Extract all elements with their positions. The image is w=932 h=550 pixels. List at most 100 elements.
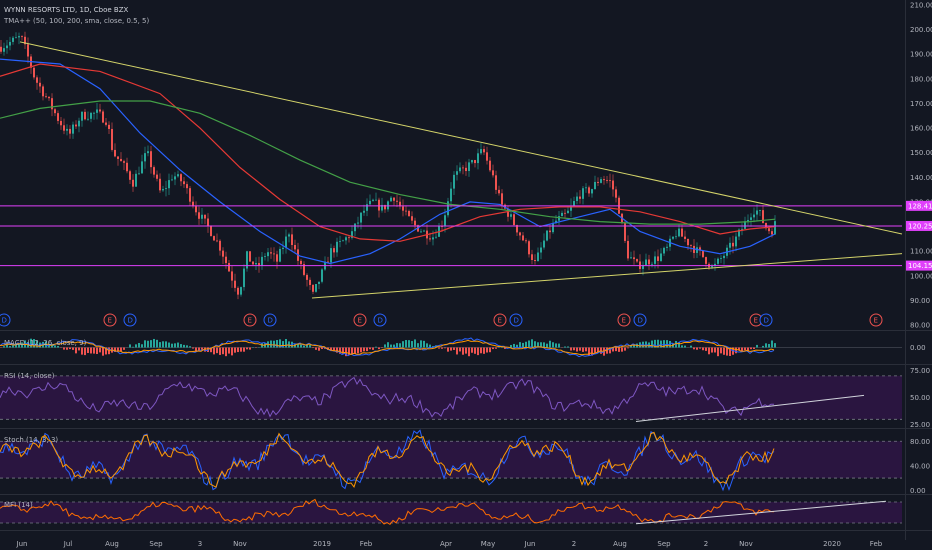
candle-body <box>483 149 485 153</box>
macd-histogram-bar <box>399 343 401 348</box>
candle-body <box>180 174 182 182</box>
macd-histogram-bar <box>477 347 479 356</box>
macd-histogram-bar <box>390 344 392 348</box>
trendline <box>19 41 903 235</box>
macd-histogram-bar <box>573 347 575 351</box>
macd-histogram-bar <box>570 347 572 351</box>
candle-body <box>69 128 71 134</box>
macd-line <box>0 337 775 358</box>
time-tick-label: 3 <box>198 540 202 548</box>
macd-histogram-bar <box>282 341 284 348</box>
macd-histogram-bar <box>459 347 461 352</box>
candle-body <box>282 247 284 249</box>
macd-histogram-bar <box>381 347 383 349</box>
macd-histogram-bar <box>456 347 458 355</box>
macd-histogram-bar <box>543 342 545 348</box>
candle-body <box>279 248 281 262</box>
macd-histogram-bar <box>171 343 173 348</box>
candle-body <box>372 199 374 201</box>
candle-body <box>612 180 614 190</box>
macd-histogram-bar <box>219 347 221 355</box>
candle-body <box>750 217 752 220</box>
candle-body <box>645 259 647 266</box>
macd-histogram-bar <box>504 347 506 349</box>
level-price-tag <box>906 220 932 231</box>
level-price-tag <box>906 200 932 211</box>
candle-body <box>561 212 563 217</box>
candle-body <box>39 82 41 87</box>
mfi-band-fill <box>0 502 902 523</box>
macd-histogram-bar <box>189 346 191 348</box>
macd-histogram-bar <box>474 347 476 354</box>
candle-body <box>414 220 416 226</box>
candle-body <box>225 256 227 264</box>
candle-body <box>723 255 725 259</box>
macd-histogram-bar <box>663 340 665 348</box>
macd-histogram-bar <box>342 347 344 354</box>
event-marker-label: D <box>268 317 273 325</box>
candle-body <box>369 200 371 205</box>
macd-histogram-bar <box>210 347 212 353</box>
macd-histogram-bar <box>114 347 116 353</box>
candle-body <box>78 120 80 127</box>
candle-body <box>210 226 212 237</box>
macd-histogram-bar <box>741 347 743 352</box>
candle-body <box>747 219 749 222</box>
mfi-label: MFI (14) <box>4 501 33 509</box>
candle-body <box>471 160 473 163</box>
candle-body <box>303 264 305 275</box>
candle-body <box>510 214 512 217</box>
dividend-marker <box>123 313 137 327</box>
macd-histogram-bar <box>423 340 425 348</box>
macd-histogram-bar <box>597 347 599 353</box>
macd-histogram-bar <box>540 342 542 348</box>
price-tick-label: 110.00 <box>910 248 932 256</box>
macd-histogram-bar <box>105 347 107 355</box>
macd-histogram-bar <box>162 341 164 348</box>
candle-body <box>351 231 353 238</box>
macd-histogram-bar <box>165 341 167 348</box>
candle-body <box>711 265 713 268</box>
candle-body <box>381 204 383 211</box>
macd-histogram-bar <box>51 343 53 348</box>
macd-histogram-bar <box>198 347 200 352</box>
candle-body <box>624 222 626 241</box>
event-marker-label: E <box>358 317 362 325</box>
candle-body <box>171 179 173 181</box>
candle-body <box>183 181 185 185</box>
macd-histogram-bar <box>321 347 323 350</box>
macd-histogram-bar <box>396 343 398 348</box>
candle-body <box>459 167 461 172</box>
candle-body <box>588 187 590 194</box>
candle-body <box>99 109 101 112</box>
macd-histogram-bar <box>471 347 473 353</box>
macd-histogram-bar <box>336 347 338 353</box>
candle-body <box>375 199 377 201</box>
macd-histogram-bar <box>726 347 728 356</box>
price-tick-label: 90.00 <box>910 297 930 305</box>
macd-histogram-bar <box>63 347 65 350</box>
earnings-marker <box>353 313 367 327</box>
macd-histogram-bar <box>339 347 341 354</box>
candle-body <box>666 246 668 248</box>
candle-body <box>168 180 170 189</box>
macd-histogram-bar <box>93 347 95 354</box>
time-tick-label: 2019 <box>313 540 331 548</box>
candle-body <box>162 189 164 191</box>
earnings-marker <box>493 313 507 327</box>
candle-body <box>720 258 722 259</box>
macd-histogram-bar <box>81 347 83 355</box>
candle-body <box>201 214 203 219</box>
candle-body <box>480 149 482 154</box>
candle-body <box>759 210 761 211</box>
macd-histogram-bar <box>465 347 467 354</box>
macd-histogram-bar <box>240 347 242 352</box>
macd-histogram-bar <box>468 347 470 357</box>
macd-histogram-bar <box>183 344 185 348</box>
candle-body <box>714 263 716 266</box>
macd-histogram-bar <box>753 347 755 350</box>
candle-body <box>519 232 521 236</box>
candle-body <box>306 274 308 280</box>
macd-histogram-bar <box>717 347 719 357</box>
